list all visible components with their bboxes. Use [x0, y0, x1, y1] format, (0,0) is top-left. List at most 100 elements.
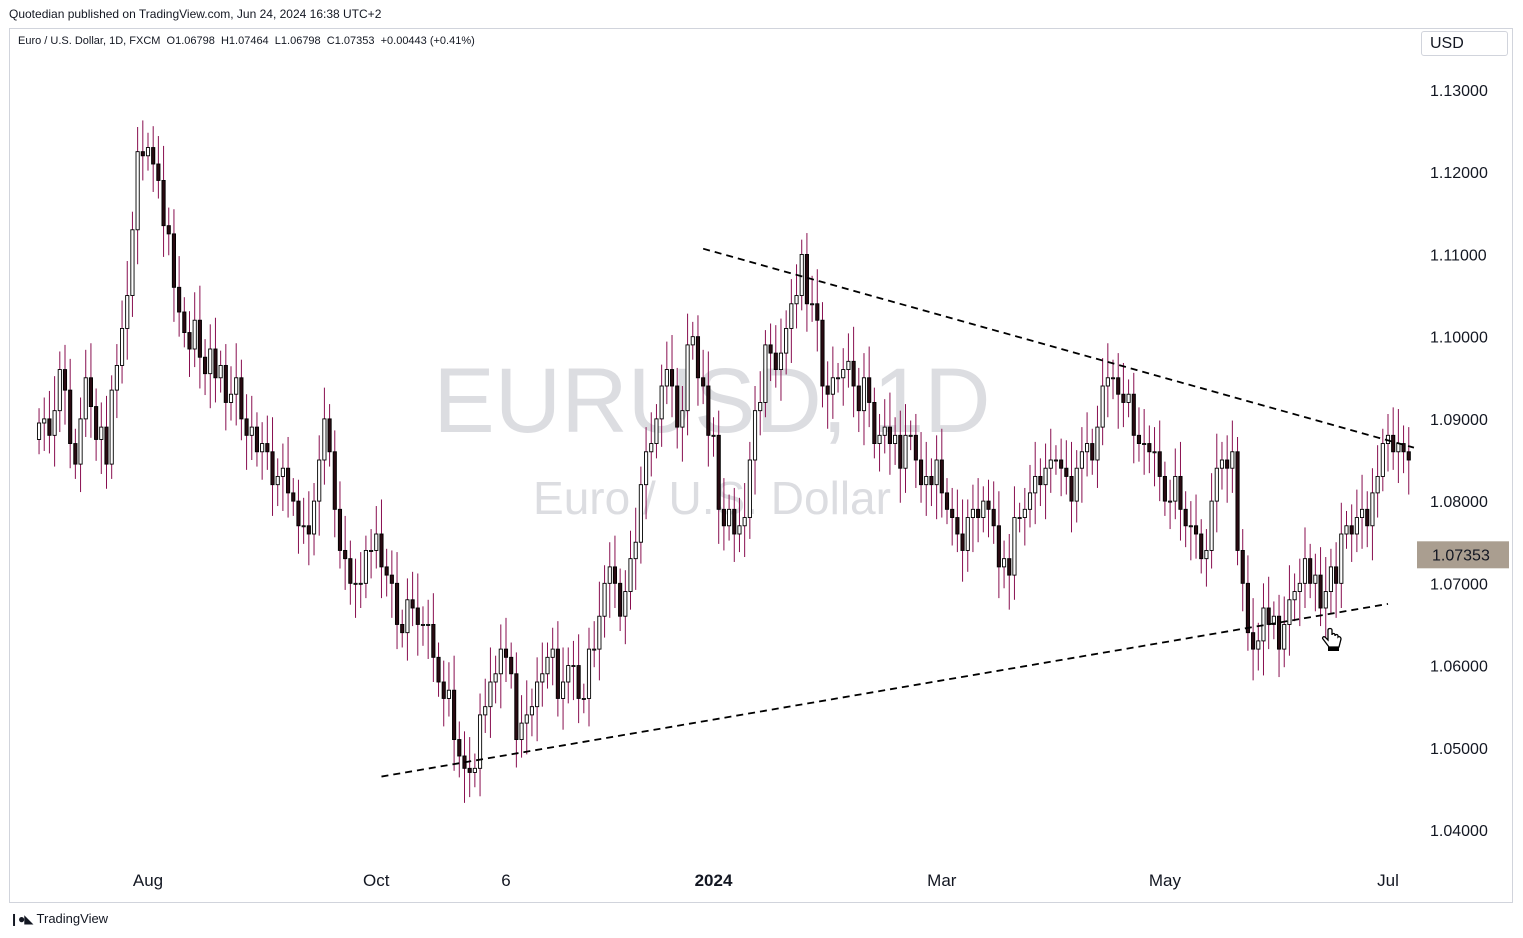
candle-body	[970, 508, 975, 519]
candle-body	[1152, 451, 1157, 454]
candle-body	[524, 714, 529, 724]
candle-body	[192, 319, 197, 350]
candle-body	[208, 348, 213, 375]
candle-body	[1002, 558, 1007, 568]
candle-body	[57, 369, 62, 412]
candle-body	[529, 706, 534, 716]
candle-body	[73, 443, 78, 465]
candle-body	[815, 303, 820, 321]
candle-body	[835, 377, 841, 380]
price-axis[interactable]: 1.04000 1.05000 1.06000 1.07000 1.08000 1.090…	[1430, 83, 1488, 840]
candle-body	[477, 714, 483, 769]
candle-body	[1136, 434, 1142, 445]
candle-body	[773, 352, 778, 371]
candle-body	[633, 541, 638, 560]
candle-body	[1069, 475, 1074, 502]
footer-brand[interactable]: ❙●◣ TradingView	[9, 911, 108, 926]
candle-body	[446, 689, 451, 699]
candle-body	[950, 508, 955, 519]
candle-body	[721, 508, 726, 527]
candle-body	[275, 475, 280, 486]
candle-body	[1188, 525, 1193, 528]
candle-body	[337, 508, 343, 551]
candle-body	[1105, 377, 1110, 387]
candle-body	[1245, 582, 1250, 634]
candle-body	[244, 418, 249, 436]
candle-body	[379, 533, 384, 568]
candle-body	[1121, 393, 1126, 403]
candle-body	[664, 369, 669, 387]
candle-body	[581, 697, 586, 700]
candle-body	[503, 648, 509, 658]
candle-body	[156, 163, 161, 181]
candle-body	[861, 377, 867, 412]
candle-body	[1318, 574, 1323, 609]
candle-body	[882, 426, 887, 436]
candle-body	[280, 467, 285, 477]
y-tick-label: 1.07000	[1430, 576, 1488, 593]
candle-body	[1282, 623, 1287, 650]
candle-body	[1396, 443, 1401, 453]
candle-body	[171, 233, 176, 288]
candle-body	[441, 681, 446, 699]
last-price-tag: 1.07353	[1417, 541, 1509, 569]
candle-body	[394, 582, 400, 625]
candle-body	[125, 295, 130, 329]
candle-body	[306, 525, 311, 535]
candle-body	[685, 344, 690, 412]
candle-body	[343, 549, 348, 560]
candle-body	[1048, 459, 1053, 469]
candle-body	[436, 656, 441, 683]
y-tick-label: 1.08000	[1430, 494, 1488, 511]
candle-body	[1297, 582, 1302, 593]
candle-body	[483, 706, 488, 716]
candle-body	[301, 525, 306, 528]
publish-info: Quotedian published on TradingView.com, …	[9, 7, 382, 21]
candle-body	[944, 492, 950, 510]
candle-body	[1391, 434, 1396, 453]
candle-body	[659, 385, 664, 420]
candle-body	[810, 303, 815, 306]
candle-body	[83, 377, 88, 420]
candle-body	[296, 500, 301, 527]
candle-body	[1012, 517, 1017, 576]
candle-body	[203, 356, 208, 375]
candle-body	[939, 459, 944, 494]
trendlines-layer	[381, 247, 1415, 778]
candles-layer	[36, 120, 1411, 803]
candle-body	[996, 525, 1001, 568]
candle-body	[711, 434, 716, 437]
candle-body	[1178, 475, 1183, 510]
candle-body	[358, 582, 363, 585]
candle-body	[887, 426, 892, 445]
candle-body	[1365, 508, 1370, 527]
candle-body	[400, 623, 405, 634]
candle-body	[804, 253, 809, 305]
candle-body	[249, 426, 254, 436]
candle-body	[1375, 475, 1380, 494]
candle-body	[213, 348, 218, 379]
candle-body	[794, 295, 799, 305]
candle-body	[768, 344, 773, 354]
candle-body	[187, 332, 192, 350]
candle-body	[1344, 525, 1349, 535]
candle-body	[120, 327, 125, 366]
candle-body	[311, 500, 317, 535]
y-tick-label: 1.09000	[1430, 412, 1488, 429]
candle-body	[472, 767, 477, 773]
candle-body	[1334, 566, 1339, 584]
candle-body	[514, 673, 519, 741]
candle-body	[778, 352, 784, 371]
candle-body	[1110, 377, 1116, 380]
y-tick-label: 1.11000	[1430, 247, 1487, 264]
candle-body	[991, 508, 996, 527]
candle-body	[545, 656, 550, 675]
candle-body	[851, 360, 856, 387]
y-tick-label: 1.10000	[1430, 330, 1488, 347]
candle-body	[353, 582, 358, 585]
chart-frame	[9, 28, 1513, 903]
time-axis[interactable]: Aug Oct 6 2024 Mar May Jul	[133, 871, 1399, 890]
candle-body	[78, 418, 83, 465]
currency-selector[interactable]: USD	[1421, 31, 1508, 56]
